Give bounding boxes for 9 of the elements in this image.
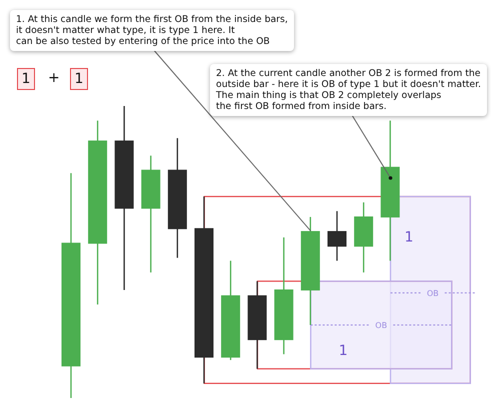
annotation: 2. At the current candle another OB 2 is formed from the outside bar - here it is OB of type 1 but it doesn't matter. The main thing is that OB 2 completely overlaps the first OB formed from inside bars. xyxy=(210,64,488,116)
ref-line-label: OB xyxy=(375,321,388,330)
band-label: 1 xyxy=(404,230,414,246)
text: 1 xyxy=(70,68,88,90)
text: 1 xyxy=(17,68,35,90)
text: 1. At this candle we form the first OB from the inside bars, it doesn't matter what type, it is type 1 here. It can be also tested by entering of the price into the OB xyxy=(10,10,294,51)
band-label: 1 xyxy=(338,342,348,359)
text: + xyxy=(48,69,60,88)
ref-line-label: OB xyxy=(426,288,439,298)
